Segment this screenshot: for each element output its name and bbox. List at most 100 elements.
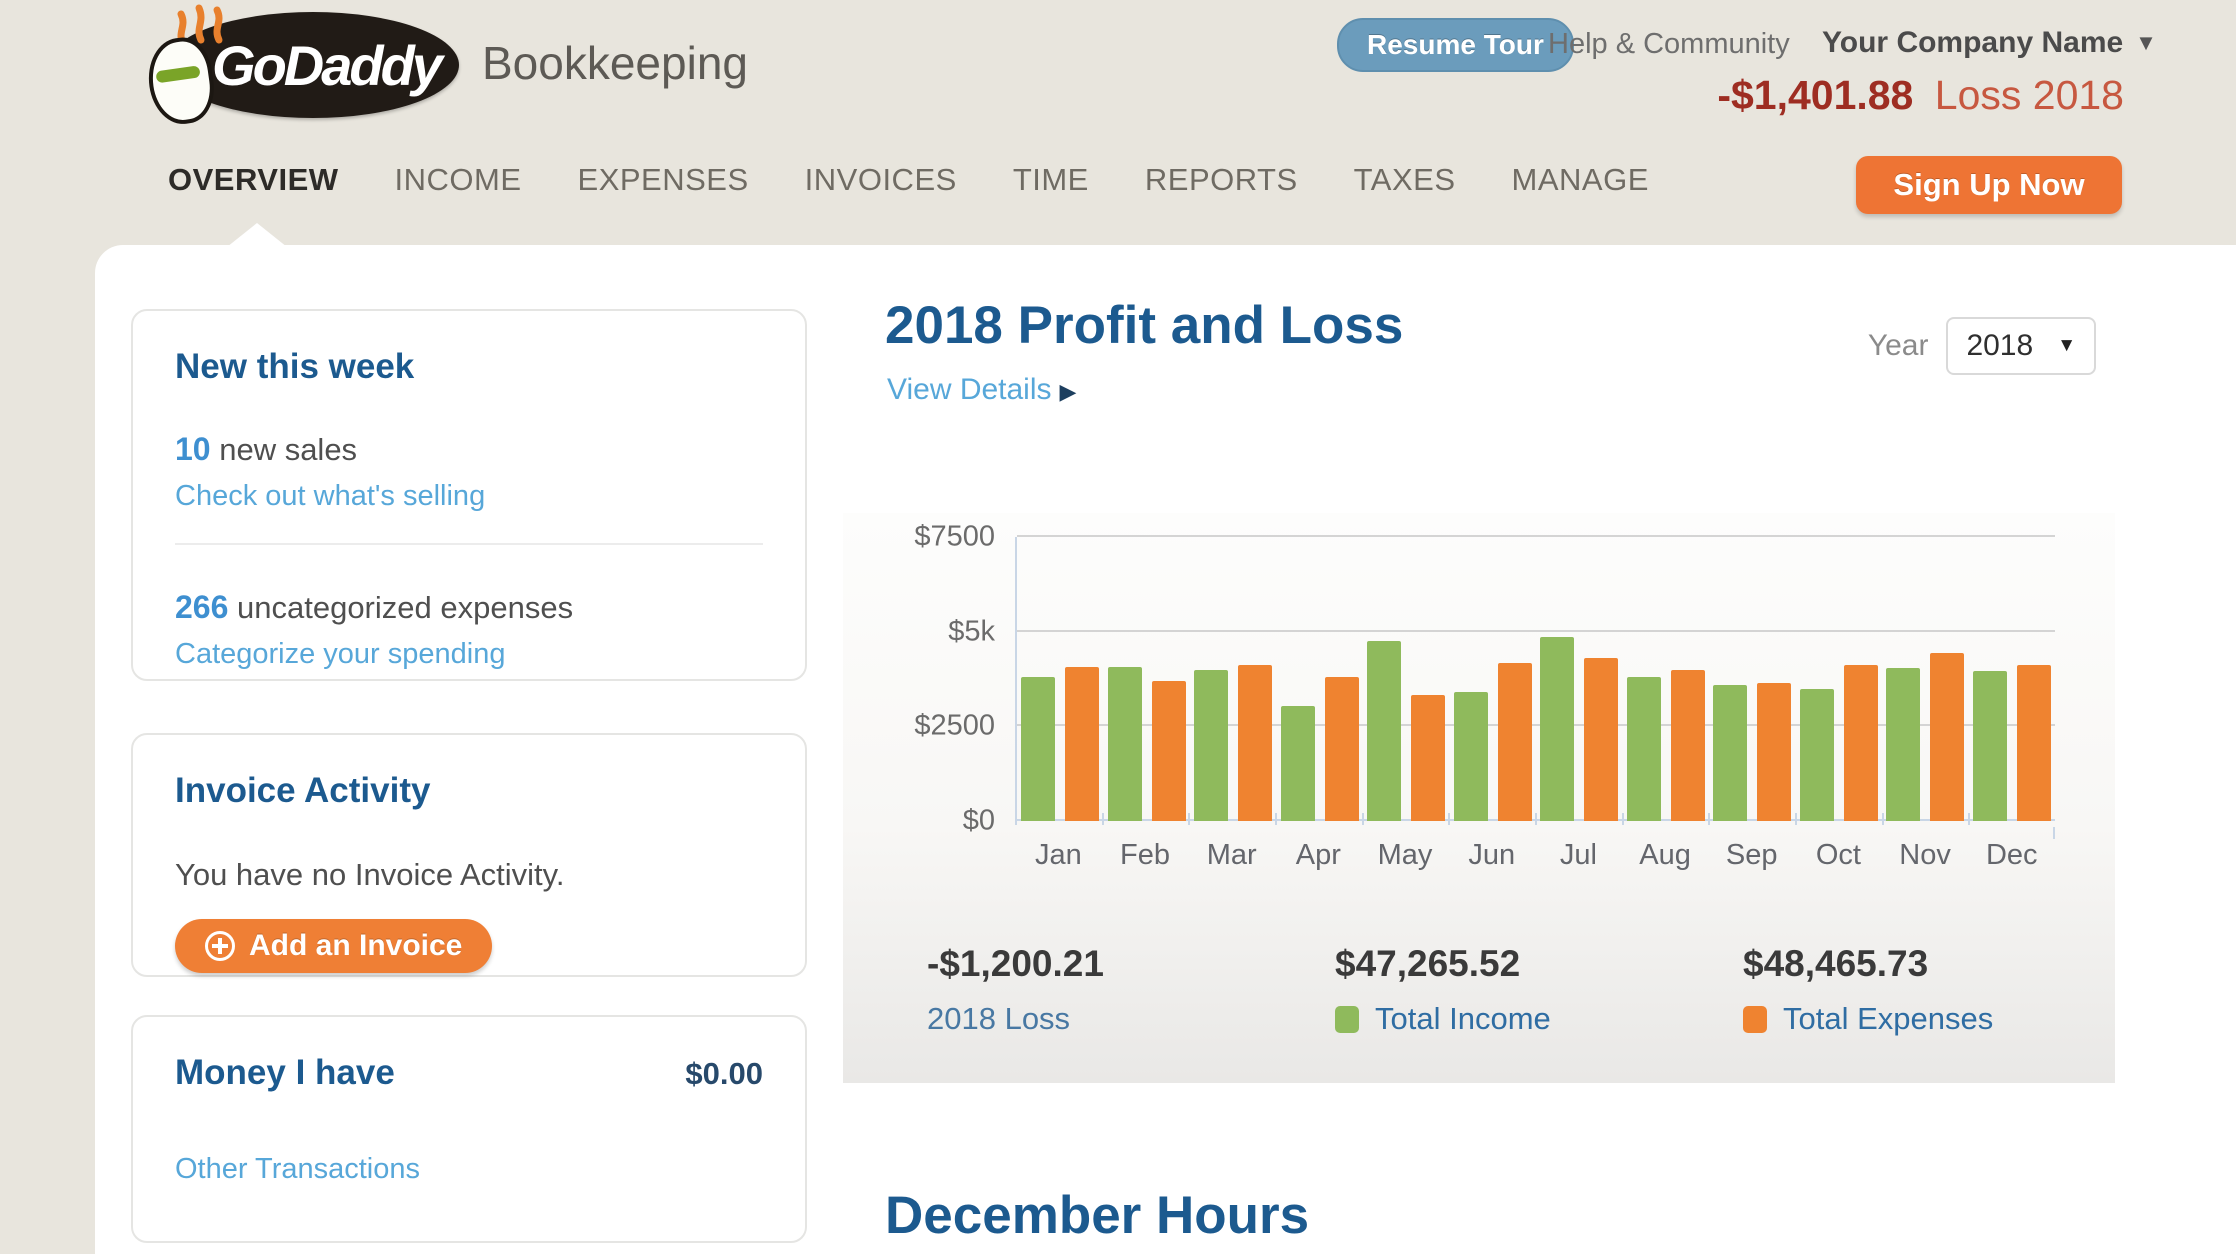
nav-item-time[interactable]: TIME <box>1012 162 1089 197</box>
x-tick-label: Oct <box>1795 813 1882 872</box>
uncategorized-expenses-stat: 266 uncategorized expenses <box>175 589 763 626</box>
new-sales-stat: 10 new sales <box>175 431 763 468</box>
income-legend-swatch <box>1335 1005 1359 1033</box>
bar-total-income <box>1713 685 1748 821</box>
bar-group-dec <box>1969 537 2056 821</box>
summary-expenses-label: Total Expenses <box>1783 1001 1994 1036</box>
new-this-week-card: New this week 10 new sales Check out wha… <box>131 309 807 681</box>
bar-group-oct <box>1796 537 1883 821</box>
year-select[interactable]: 2018 ▼ <box>1946 317 2096 375</box>
x-tick-label: Jun <box>1448 813 1535 872</box>
chart-summary-row: -$1,200.21 2018 Loss $47,265.52 Total In… <box>843 943 2115 1063</box>
company-menu[interactable]: Your Company Name ▼ <box>1822 26 2157 60</box>
view-details-label: View Details <box>887 373 1052 406</box>
page-title: 2018 Profit and Loss <box>885 296 1404 355</box>
summary-expenses-value: $48,465.73 <box>1743 943 1929 984</box>
bar-group-may <box>1363 537 1450 821</box>
bar-group-jan <box>1017 537 1104 821</box>
bar-total-expenses <box>1584 658 1619 821</box>
chart-plot: $0 $2500 $5k $7500 <box>914 521 2055 837</box>
bar-total-expenses <box>1151 680 1186 821</box>
arrow-right-icon: ▶ <box>1059 379 1077 404</box>
nav-item-income[interactable]: INCOME <box>394 162 522 197</box>
card-title: Invoice Activity <box>175 771 431 810</box>
bar-total-income <box>1886 668 1921 821</box>
chart-groups <box>1017 537 2055 821</box>
bar-total-expenses <box>2016 665 2051 821</box>
panel-notch <box>227 223 287 247</box>
logo-glasses <box>155 65 201 84</box>
bar-group-apr <box>1277 537 1364 821</box>
x-tick-label: Sep <box>1708 813 1795 872</box>
money-header: Money I have $0.00 <box>175 1053 763 1093</box>
summary-income-label: Total Income <box>1375 1001 1551 1036</box>
nav-item-taxes[interactable]: TAXES <box>1353 162 1456 197</box>
logo-text: GoDaddy <box>212 33 443 97</box>
nav-item-expenses[interactable]: EXPENSES <box>577 162 749 197</box>
money-i-have-card: Money I have $0.00 Other Transactions <box>131 1015 807 1243</box>
chevron-down-icon: ▼ <box>2057 335 2076 356</box>
resume-tour-button[interactable]: Resume Tour <box>1337 18 1574 72</box>
no-invoice-text: You have no Invoice Activity. <box>175 857 565 892</box>
bar-group-aug <box>1623 537 1710 821</box>
new-sales-text: new sales <box>210 432 358 467</box>
bar-total-expenses <box>1497 662 1532 821</box>
year-value: 2018 <box>1966 329 2034 362</box>
help-community-link[interactable]: Help & Community <box>1548 28 1790 60</box>
card-title: Money I have <box>175 1053 395 1092</box>
product-name: Bookkeeping <box>482 37 748 89</box>
card-title: New this week <box>175 347 415 386</box>
add-invoice-button[interactable]: Add an Invoice <box>175 919 493 973</box>
bar-group-sep <box>1709 537 1796 821</box>
bar-total-expenses <box>1930 652 1965 821</box>
godaddy-logo[interactable]: GoDaddy <box>143 4 459 129</box>
bar-total-expenses <box>1757 682 1792 821</box>
y-tick-label: $7500 <box>914 520 995 553</box>
summary-loss-value: -$1,200.21 <box>927 943 1104 984</box>
loss-amount: -$1,401.88 <box>1717 72 1914 118</box>
logo-ellipse: GoDaddy <box>167 12 459 118</box>
plus-circle-icon <box>205 931 235 961</box>
summary-loss-label: 2018 Loss <box>927 1001 1071 1036</box>
gridline-2500: $2500 <box>914 710 2055 742</box>
expenses-legend-swatch <box>1743 1005 1767 1033</box>
sign-up-now-button[interactable]: Sign Up Now <box>1856 156 2122 214</box>
bar-total-income <box>1453 692 1488 821</box>
bar-group-mar <box>1190 537 1277 821</box>
year-label: Year <box>1867 329 1929 362</box>
x-tick-label: May <box>1361 813 1449 872</box>
card-divider <box>175 543 763 545</box>
whats-selling-link[interactable]: Check out what's selling <box>175 480 486 512</box>
nav-item-reports[interactable]: REPORTS <box>1144 162 1298 197</box>
categorize-spending-link[interactable]: Categorize your spending <box>175 638 506 670</box>
summary-income-value: $47,265.52 <box>1335 943 1521 984</box>
nav-item-manage[interactable]: MANAGE <box>1511 162 1649 197</box>
x-tick-label: Mar <box>1188 813 1275 872</box>
summary-income: $47,265.52 Total Income <box>1335 943 1551 1037</box>
company-name: Your Company Name <box>1822 26 2124 59</box>
bar-total-income <box>1626 676 1661 821</box>
view-details-link[interactable]: View Details ▶ <box>887 373 1076 407</box>
bar-total-income <box>1280 705 1315 821</box>
bar-total-income <box>1972 671 2007 821</box>
x-tick-label: Apr <box>1275 813 1362 872</box>
other-transactions-link[interactable]: Other Transactions <box>175 1153 420 1185</box>
bar-group-jun <box>1450 537 1537 821</box>
gridline-7500: $7500 <box>914 521 2055 553</box>
bar-total-expenses <box>1065 667 1100 821</box>
year-control: Year 2018 ▼ <box>1868 317 2096 375</box>
chart-months: Jan Feb Mar Apr May Jun Jul Aug Sep Oct Nov Dec <box>1015 813 2055 872</box>
x-tick-label: Jan <box>1015 813 1102 872</box>
nav-item-invoices[interactable]: INVOICES <box>804 162 957 197</box>
nav-item-overview[interactable]: OVERVIEW <box>168 162 339 197</box>
summary-expenses: $48,465.73 Total Expenses <box>1743 943 1993 1037</box>
summary-loss: -$1,200.21 2018 Loss <box>927 943 1104 1037</box>
uncategorized-text: uncategorized expenses <box>228 590 574 625</box>
chevron-down-icon: ▼ <box>2135 30 2157 55</box>
bar-total-expenses <box>1238 665 1273 821</box>
bar-total-expenses <box>1670 670 1705 821</box>
gridline-5000: $5k <box>948 615 2055 647</box>
bar-total-income <box>1540 636 1575 821</box>
yearly-loss-summary: -$1,401.88 Loss 2018 <box>1717 72 2124 119</box>
x-tick-label: Nov <box>1881 813 1969 872</box>
